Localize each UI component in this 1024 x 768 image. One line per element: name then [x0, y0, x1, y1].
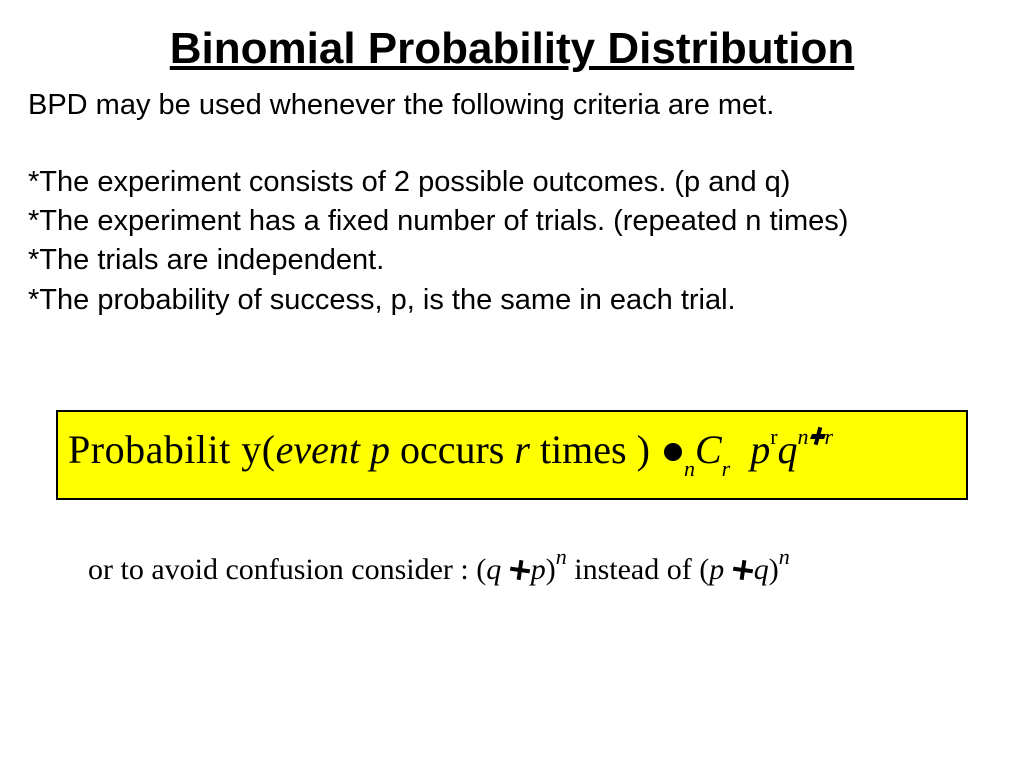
bullet-3: *The trials are independent.: [28, 241, 996, 280]
plus-icon-2: [731, 559, 754, 582]
secondary-sup-n2: n: [779, 544, 790, 569]
secondary-close1: ): [546, 553, 556, 586]
formula-r: r: [514, 427, 530, 472]
formula-sup-minus-r: r: [825, 424, 834, 449]
bullet-1: *The experiment consists of 2 possible o…: [28, 163, 996, 202]
formula-lead: Probabilit y(: [68, 427, 276, 472]
formula-times: times ): [530, 427, 660, 472]
plus-icon: [508, 559, 531, 582]
formula-box: Probabilit y(event p occurs r times ) nC…: [56, 410, 968, 500]
formula-event: event p: [276, 427, 390, 472]
equals-icon: [664, 443, 682, 461]
formula-sub-r: r: [722, 456, 731, 481]
secondary-p2: p: [709, 553, 724, 586]
secondary-q1: q: [486, 553, 501, 586]
formula-q: q: [778, 427, 798, 472]
formula-sub-n: n: [684, 456, 695, 481]
secondary-p1: p: [531, 553, 546, 586]
bullet-2: *The experiment has a fixed number of tr…: [28, 202, 996, 241]
formula-sup-n: n: [798, 424, 809, 449]
secondary-close2: ): [769, 553, 779, 586]
formula-p: p: [750, 427, 770, 472]
secondary-instead: instead of (: [567, 553, 709, 586]
secondary-sup-n1: n: [556, 544, 567, 569]
formula-c: C: [695, 427, 722, 472]
secondary-lead: or to avoid confusion consider : (: [88, 553, 486, 586]
bullet-4: *The probability of success, p, is the s…: [28, 281, 996, 320]
secondary-q2: q: [754, 553, 769, 586]
body-text: BPD may be used whenever the following c…: [28, 86, 996, 320]
intro-line: BPD may be used whenever the following c…: [28, 86, 996, 125]
formula-sup-r: r: [770, 424, 777, 449]
page-title: Binomial Probability Distribution: [28, 24, 996, 74]
secondary-formula: or to avoid confusion consider : (q p)n …: [88, 548, 936, 587]
minus-icon: [809, 424, 825, 449]
formula-occurs: occurs: [390, 427, 514, 472]
